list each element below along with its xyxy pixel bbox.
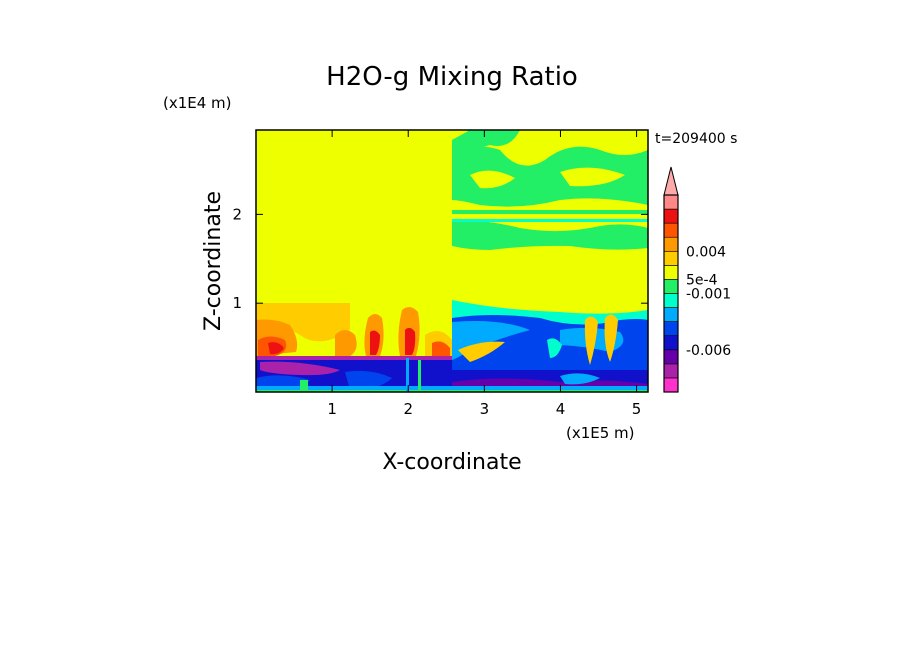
field-patch [458, 341, 505, 362]
colorbar-bin [663, 250, 679, 266]
colorbar-bin [663, 321, 679, 337]
colorbar-label: -0.006 [686, 343, 731, 359]
colorbar-frame [663, 194, 679, 393]
colorbar-bin [663, 349, 679, 365]
colorbar-bin [663, 307, 679, 322]
field-patch [560, 167, 625, 187]
x-axis: 1 2 3 4 5 [327, 130, 641, 418]
y-axis-label: Z-coordinate [201, 191, 226, 331]
heatmap-field [256, 130, 648, 392]
field-patch [256, 356, 452, 360]
field-patch [268, 342, 284, 355]
field-patch [452, 130, 520, 165]
y-axis: 12 [232, 205, 648, 312]
field-patch [335, 330, 357, 356]
field-patch [547, 338, 562, 358]
field-patch [470, 170, 515, 189]
x-tick-label: 4 [556, 400, 566, 418]
field-patch [418, 360, 421, 392]
field-patch [405, 327, 416, 355]
field-patch [584, 316, 598, 365]
colorbar-label: 5e-4 [686, 272, 718, 288]
field-patch [260, 361, 340, 376]
colorbar-bin [663, 377, 679, 393]
field-patch [345, 370, 392, 390]
colorbar-bin [663, 222, 679, 238]
colorbar-label: 0.004 [686, 244, 726, 260]
field-patch [452, 146, 648, 207]
field-patch [256, 386, 648, 390]
field-patch [406, 358, 409, 392]
x-axis-label: X-coordinate [382, 450, 521, 475]
field-patch [300, 380, 308, 390]
field-patch [452, 220, 648, 250]
time-label: t=209400 s [655, 131, 737, 147]
x-unit-label: (x1E5 m) [566, 424, 635, 442]
x-tick-label: 5 [632, 400, 642, 418]
colorbar-bin [663, 293, 679, 308]
y-tick-label: 1 [232, 294, 242, 312]
colorbar-bin [663, 236, 679, 252]
colorbar-bin [663, 335, 679, 351]
field-patch [370, 330, 380, 355]
colorbar-bin [663, 279, 679, 294]
x-tick-label: 2 [403, 400, 413, 418]
field-patch [256, 390, 648, 392]
field-patch [256, 303, 350, 342]
colorbar: 0.004 5e-4-0.001 -0.006 [663, 166, 731, 393]
colorbar-bin [663, 363, 679, 379]
colorbar-bin [663, 194, 679, 210]
field-patch [452, 219, 648, 222]
colorbar-extend-arrow [663, 166, 679, 196]
y-unit-label: (x1E4 m) [163, 94, 232, 112]
x-tick-label: 3 [480, 400, 490, 418]
colorbar-bin [663, 265, 679, 280]
y-tick-label: 2 [232, 205, 242, 223]
colorbar-label: -0.001 [686, 287, 731, 303]
plot-frame [255, 129, 649, 393]
field-patch [452, 321, 530, 360]
colorbar-bin [663, 208, 679, 224]
field-patch [560, 373, 600, 385]
field-patch [604, 314, 618, 362]
chart-title: H2O-g Mixing Ratio [326, 62, 578, 92]
field-patch [432, 341, 450, 356]
x-tick-label: 1 [327, 400, 337, 418]
field-patch [452, 210, 648, 214]
